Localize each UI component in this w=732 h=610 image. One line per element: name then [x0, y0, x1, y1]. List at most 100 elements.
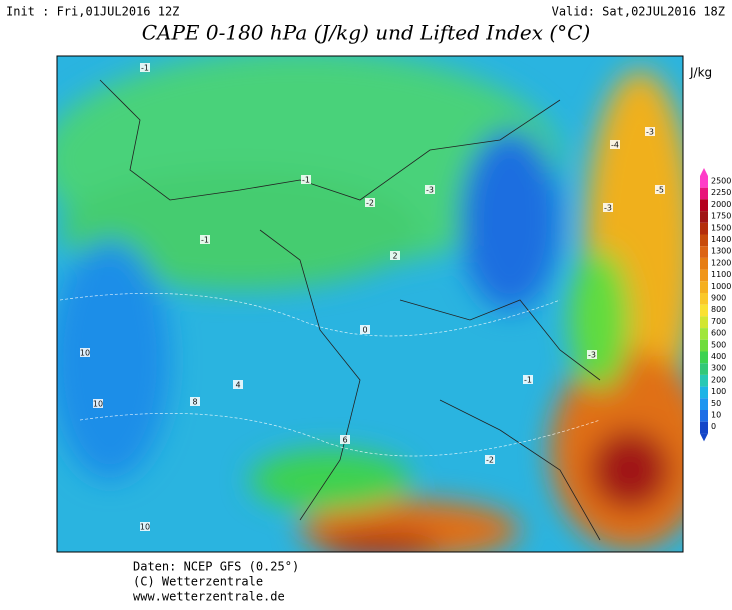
colorbar-cap	[700, 168, 708, 176]
isolines	[59, 293, 601, 457]
colorbar-label: 500	[711, 340, 726, 349]
colorbar-swatch	[700, 246, 708, 258]
colorbar-label: 1500	[711, 223, 731, 232]
label-box	[93, 399, 103, 408]
isoline-label: -2	[486, 456, 494, 465]
colorbar-swatch	[700, 398, 708, 410]
colorbar-label: 300	[711, 364, 726, 373]
isoline-label: -1	[201, 236, 209, 245]
isoline-label: -2	[366, 199, 374, 208]
map-title: CAPE 0-180 hPa (J/kg) und Lifted Index (…	[142, 21, 591, 45]
colorbar-swatch	[700, 316, 708, 329]
isoline-label: 0	[362, 326, 367, 335]
colorbar-label: 1300	[711, 247, 731, 256]
label-box	[140, 63, 150, 72]
colorbar-swatch	[700, 328, 708, 340]
label-box	[301, 175, 311, 184]
label-box	[610, 140, 620, 149]
label-box	[200, 235, 210, 244]
colorbar-swatch	[700, 199, 708, 212]
valid-time: Valid: Sat,02JUL2016 18Z	[552, 5, 725, 19]
footer-line: www.wetterzentrale.de	[133, 590, 285, 604]
colorbar-label: 900	[711, 294, 726, 303]
colorbar-label: 200	[711, 375, 726, 384]
colorbar-label: 100	[711, 387, 726, 396]
colorbar-label: 2500	[711, 177, 731, 186]
colorbar-swatch	[700, 257, 708, 270]
isoline-label: -5	[656, 186, 664, 195]
colorbar-label: 2000	[711, 200, 731, 209]
colorbar-swatch	[700, 421, 708, 434]
isoline-label: -4	[611, 141, 619, 150]
label-box	[485, 455, 495, 464]
label-box	[655, 185, 665, 194]
colorbar-swatch	[700, 386, 708, 399]
isoline-label: 4	[235, 381, 240, 390]
isoline-label: -3	[426, 186, 434, 195]
isoline-label: 6	[342, 436, 347, 445]
label-box	[523, 375, 533, 384]
label-box	[645, 127, 655, 136]
colorbar-swatch	[700, 293, 708, 305]
label-box	[140, 522, 150, 531]
isoline-label: 10	[93, 400, 103, 409]
isoline-label: -3	[604, 204, 612, 213]
colorbar-label: 800	[711, 305, 726, 314]
colorbar-swatch	[700, 374, 708, 387]
colorbar-swatch	[700, 176, 708, 188]
label-box	[425, 185, 435, 194]
colorbar-swatch	[700, 410, 708, 422]
colorbar-label: 1400	[711, 235, 731, 244]
label-box	[603, 203, 613, 212]
footer-line: Daten: NCEP GFS (0.25°)	[133, 560, 299, 574]
colorbar-label: 1750	[711, 212, 731, 221]
colorbar-swatch	[700, 222, 708, 235]
isoline-label: -1	[302, 176, 310, 185]
colorbar-cap	[700, 433, 708, 442]
colorbar-swatch	[700, 211, 708, 223]
map-field	[57, 56, 683, 552]
colorbar-label: 0	[711, 422, 716, 431]
colorbar: 2500225020001750150014001300120011001000…	[700, 168, 731, 442]
colorbar-label: 700	[711, 317, 726, 326]
label-box	[365, 198, 375, 207]
colorbar-swatch	[700, 269, 708, 282]
colorbar-swatch	[700, 234, 708, 247]
footer-line: (C) Wetterzentrale	[133, 575, 263, 589]
borders	[99, 79, 601, 541]
colorbar-label: 1200	[711, 258, 731, 267]
colorbar-swatch	[700, 304, 708, 317]
colorbar-label: 50	[711, 399, 721, 408]
label-box	[587, 350, 597, 359]
label-box	[80, 348, 90, 357]
map-frame	[56, 55, 684, 553]
colorbar-label: 2250	[711, 188, 731, 197]
isoline-label: 10	[140, 523, 150, 532]
colorbar-label: 10	[711, 411, 721, 420]
colorbar-swatch	[700, 363, 708, 375]
colorbar-swatch	[700, 187, 708, 200]
colorbar-label: 1000	[711, 282, 731, 291]
isoline-label: 8	[192, 398, 197, 407]
colorbar-swatch	[700, 281, 708, 293]
colorbar-label: 400	[711, 352, 726, 361]
label-box	[390, 251, 400, 260]
isoline-label: -3	[588, 351, 596, 360]
isoline-label: -3	[646, 128, 654, 137]
label-box	[233, 380, 243, 389]
init-time: Init : Fri,01JUL2016 12Z	[6, 5, 179, 19]
label-box	[190, 397, 200, 406]
colorbar-unit: J/kg	[689, 66, 712, 80]
colorbar-swatch	[700, 351, 708, 364]
colorbar-swatch	[700, 339, 708, 352]
isoline-label: 10	[80, 349, 90, 358]
map-labels: -1 -1 -2 -3 -1 2 4 8 10 10 -3 -4 -5 -3 -1 -2 -3 0 6 10	[80, 63, 665, 532]
colorbar-label: 1100	[711, 270, 731, 279]
isoline-label: -1	[524, 376, 532, 385]
colorbar-label: 600	[711, 329, 726, 338]
label-box	[360, 325, 370, 334]
isoline-label: -1	[141, 64, 149, 73]
label-box	[340, 435, 350, 444]
isoline-label: 2	[392, 252, 397, 261]
